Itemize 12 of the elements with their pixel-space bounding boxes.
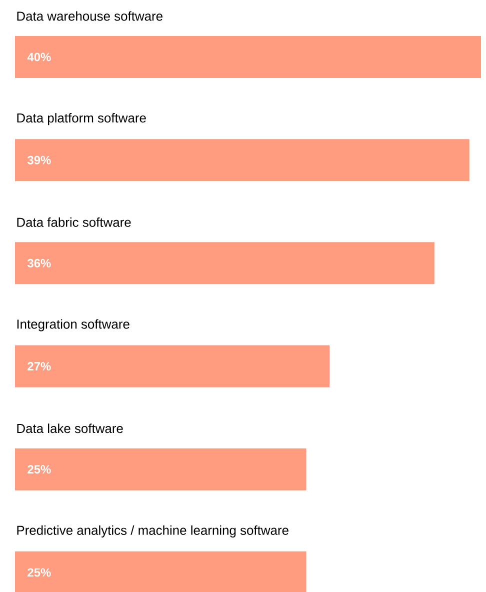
data-label: 27% xyxy=(28,362,51,370)
y-tick-label: Data lake software xyxy=(17,424,123,434)
y-tick-label: Predictive analytics / machine learning software xyxy=(17,525,288,538)
y-tick-label: Data fabric software xyxy=(17,217,131,227)
data-label: 25% xyxy=(28,465,51,474)
data-label: 36% xyxy=(27,258,51,268)
data-label: 25% xyxy=(28,568,51,577)
y-tick-label: Integration software xyxy=(17,319,130,332)
data-label: 40% xyxy=(27,52,51,62)
data-label: 39% xyxy=(27,156,51,164)
y-tick-label: Data warehouse software xyxy=(17,11,162,21)
y-tick-label: Data platform software xyxy=(17,113,146,126)
